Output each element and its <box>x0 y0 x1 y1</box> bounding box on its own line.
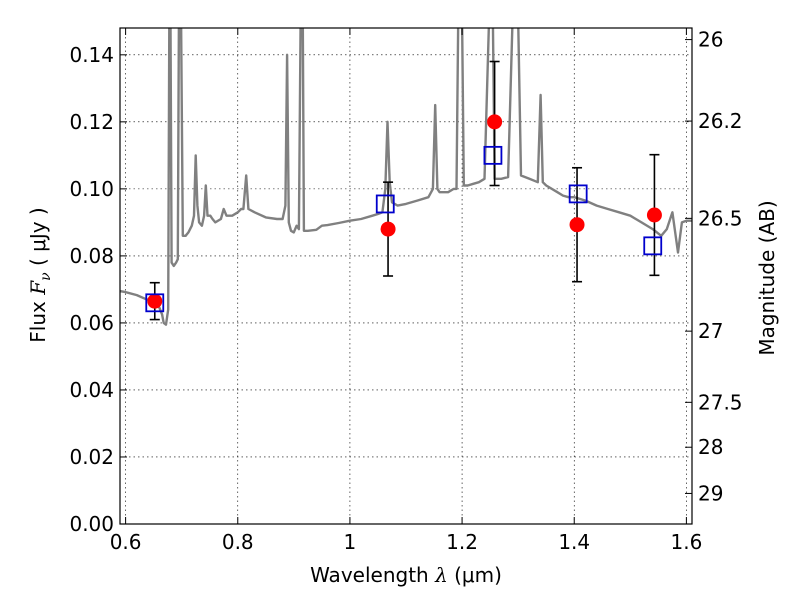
model-spectrum-line <box>120 28 692 326</box>
ticks: 0.6 0.8 1 1.2 1.4 1.6 0.00 0.02 0.04 0.06 0.08 0.10… <box>69 28 742 554</box>
model-photometry-point <box>375 194 395 214</box>
y-tick-label: 0.00 <box>69 512 114 536</box>
x-axis-label-unit: (μm) <box>448 563 502 587</box>
y-axis-label: Flux Fν ( μJy ) <box>26 207 54 342</box>
observed-points <box>147 114 662 309</box>
observed-point <box>569 217 585 233</box>
x-axis-label-symbol: λ <box>434 563 448 587</box>
x-axis-label-prefix: Wavelength <box>310 563 435 587</box>
y-axis-label-prefix: Flux <box>26 295 50 343</box>
grid-lines <box>120 28 692 524</box>
right-axis-label: Magnitude (AB) <box>755 200 779 355</box>
observed-point <box>646 207 662 223</box>
right-tick-label: 26.5 <box>698 206 743 230</box>
y-axis-label-unit: ( μJy ) <box>26 207 50 272</box>
model-photometry-point <box>483 145 503 165</box>
x-tick-label: 0.8 <box>222 530 254 554</box>
y-axis-label-sub: ν <box>38 272 54 281</box>
right-tick-label: 26.2 <box>698 109 743 133</box>
observed-point <box>380 221 396 237</box>
x-tick-label: 1 <box>344 530 357 554</box>
error-bars <box>149 60 660 321</box>
model-photometry-point <box>568 184 588 204</box>
observed-point <box>487 114 503 130</box>
y-tick-label: 0.06 <box>69 311 114 335</box>
right-tick-label: 26 <box>698 28 723 52</box>
model-photometry-points <box>145 145 663 313</box>
model-spectrum <box>120 28 692 326</box>
x-tick-label: 1.4 <box>558 530 590 554</box>
right-tick-label: 29 <box>698 481 723 505</box>
right-tick-label: 27 <box>698 319 723 343</box>
right-tick-label: 27.5 <box>698 390 743 414</box>
x-tick-label: 1.6 <box>670 530 702 554</box>
y-tick-label: 0.10 <box>69 177 114 201</box>
y-tick-label: 0.08 <box>69 244 114 268</box>
x-tick-label: 0.6 <box>110 530 142 554</box>
plot-frame <box>119 27 693 525</box>
y-tick-label: 0.04 <box>69 378 114 402</box>
x-tick-label: 1.2 <box>446 530 478 554</box>
y-tick-label: 0.02 <box>69 445 114 469</box>
x-axis-label: Wavelength λ (μm) <box>310 563 502 587</box>
y-tick-label: 0.14 <box>69 43 114 67</box>
model-photometry-point <box>145 293 165 313</box>
model-photometry-point <box>643 236 663 256</box>
y-tick-label: 0.12 <box>69 110 114 134</box>
y-axis-label-symbol: F <box>26 280 50 296</box>
observed-point <box>147 293 163 309</box>
right-tick-label: 28 <box>698 435 723 459</box>
